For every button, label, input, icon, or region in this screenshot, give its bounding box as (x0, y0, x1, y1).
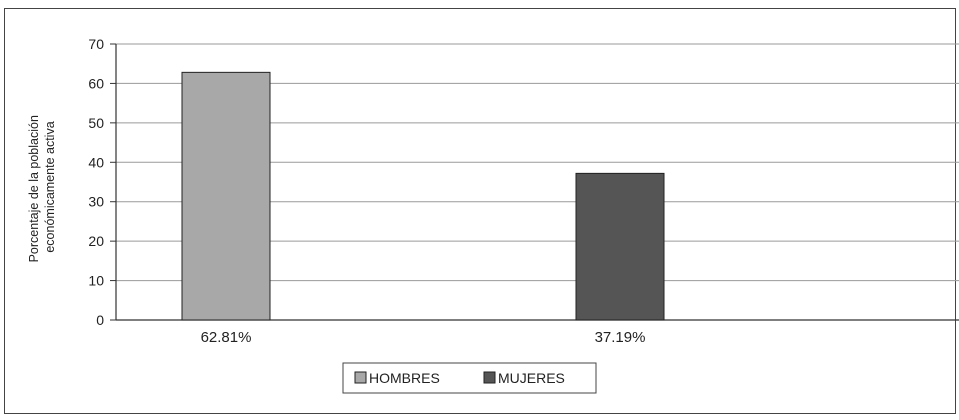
y-tick-label: 50 (88, 115, 104, 131)
y-axis-label: Porcentaje de la población económicament… (27, 112, 57, 263)
y-tick-label: 40 (88, 154, 104, 170)
data-labels: 62.81% 37.19% (201, 329, 646, 346)
y-axis-ticks: 0 10 20 30 40 50 60 70 (88, 36, 116, 328)
chart-frame (4, 8, 956, 414)
legend-swatch-hombres (354, 371, 367, 384)
bar-hombres (181, 71, 271, 321)
y-tick-label: 70 (88, 36, 104, 52)
y-tick-label: 60 (88, 75, 104, 91)
bars (181, 71, 665, 321)
legend: HOMBRES MUJERES (342, 362, 597, 394)
bar-mujeres (575, 172, 665, 321)
data-label-mujeres: 37.19% (595, 329, 646, 346)
legend-label-hombres: HOMBRES (369, 370, 440, 386)
y-tick-label: 10 (88, 273, 104, 289)
legend-label-mujeres: MUJERES (498, 370, 565, 386)
y-tick-label: 30 (88, 194, 104, 210)
y-tick-label: 20 (88, 233, 104, 249)
legend-box (342, 362, 597, 394)
data-label-hombres: 62.81% (201, 329, 252, 346)
y-tick-label: 0 (96, 312, 104, 328)
legend-swatch-mujeres (483, 371, 496, 384)
